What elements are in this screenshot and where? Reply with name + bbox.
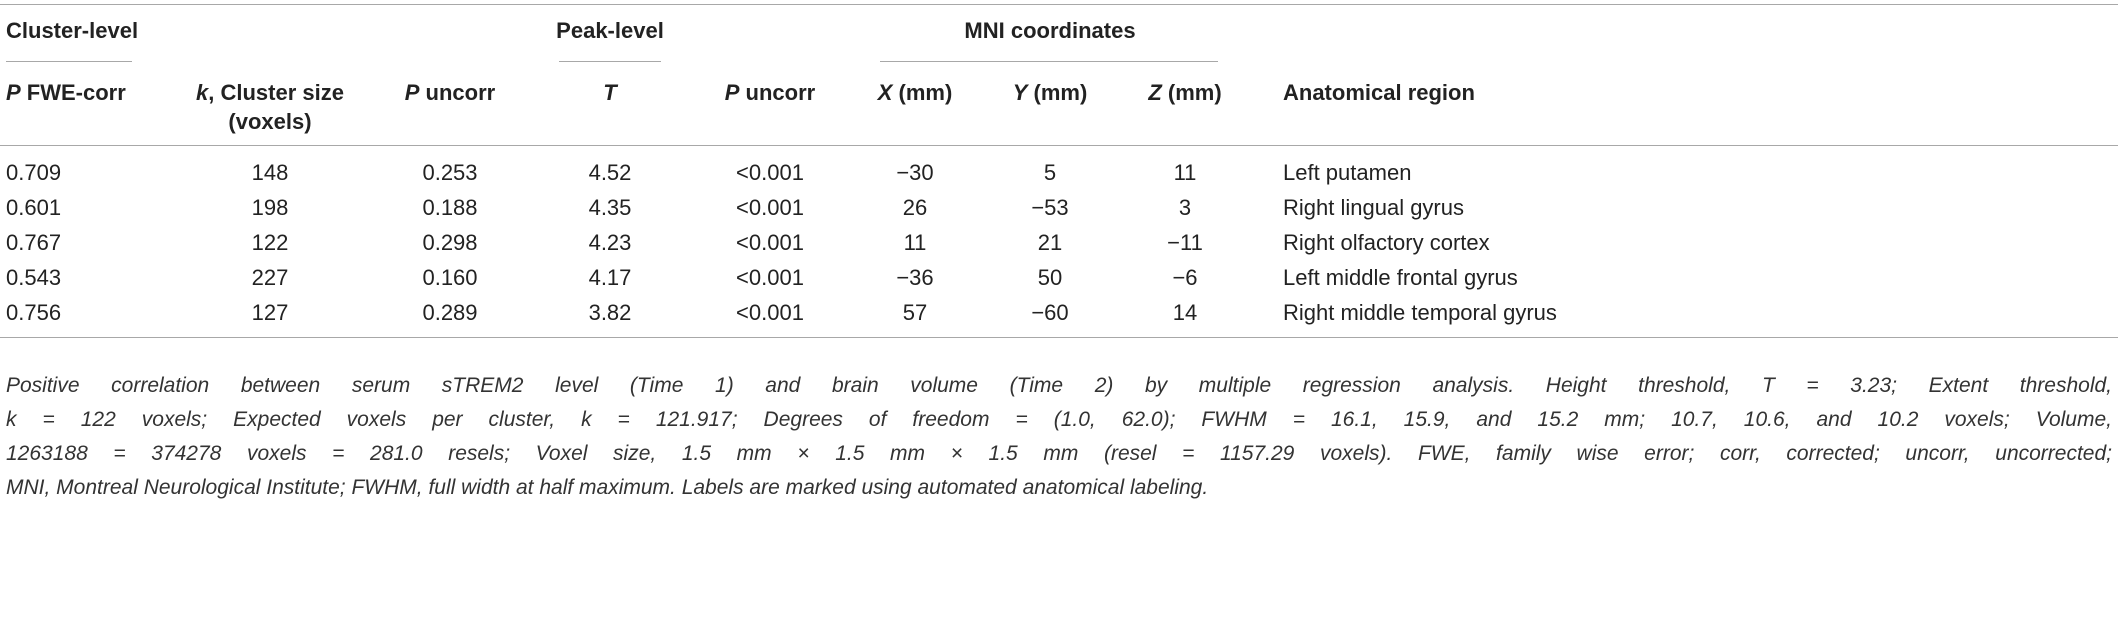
cell-p-uncorr-peak: <0.001 [736, 230, 804, 255]
cell-cluster-size: 198 [251, 195, 289, 220]
cell-p-uncorr-peak: <0.001 [736, 265, 804, 290]
col-header-p-uncorr-peak: P uncorr [724, 80, 816, 105]
cell-region: Left putamen [1283, 160, 1412, 185]
caption-line: k = 122 voxels; Expected voxels per clus… [6, 408, 2112, 431]
cell-x: 57 [902, 300, 928, 325]
cell-z: 3 [1178, 195, 1192, 220]
group-header-peak-level: Peak-level [556, 18, 664, 43]
cell-y: −53 [1031, 195, 1069, 220]
table-bottom-rule [0, 337, 2118, 338]
cell-y: 50 [1037, 265, 1063, 290]
cell-z: −6 [1172, 265, 1198, 290]
cell-x: −36 [896, 265, 934, 290]
peak-level-underline [559, 61, 661, 62]
header-bottom-rule [0, 145, 2118, 146]
cell-p-fwe: 0.767 [6, 230, 62, 255]
cell-p-uncorr-peak: <0.001 [736, 160, 804, 185]
cell-cluster-size: 122 [251, 230, 289, 255]
cell-z: 14 [1172, 300, 1198, 325]
col-header-anatomical-region: Anatomical region [1283, 80, 1475, 105]
col-header-x-mm: X (mm) [877, 80, 953, 105]
cell-t: 4.17 [588, 265, 632, 290]
cell-y: 5 [1043, 160, 1057, 185]
col-header-z-mm: Z (mm) [1148, 80, 1222, 105]
cell-p-fwe: 0.543 [6, 265, 62, 290]
cell-p-uncorr-cluster: 0.188 [422, 195, 478, 220]
col-header-p-fwe-corr: P FWE-corr [6, 80, 126, 105]
cell-p-fwe: 0.709 [6, 160, 62, 185]
cell-y: −60 [1031, 300, 1069, 325]
cell-cluster-size: 127 [251, 300, 289, 325]
cell-p-uncorr-peak: <0.001 [736, 300, 804, 325]
cell-p-uncorr-peak: <0.001 [736, 195, 804, 220]
cell-p-uncorr-cluster: 0.160 [422, 265, 478, 290]
cell-x: 26 [902, 195, 928, 220]
cell-z: −11 [1167, 230, 1203, 255]
cell-y: 21 [1037, 230, 1063, 255]
cell-x: −30 [896, 160, 934, 185]
cell-region: Right olfactory cortex [1283, 230, 1490, 255]
cell-cluster-size: 227 [251, 265, 289, 290]
cell-z: 11 [1173, 160, 1197, 185]
col-header-t: T [603, 80, 617, 105]
cell-p-uncorr-cluster: 0.298 [422, 230, 478, 255]
cell-t: 3.82 [588, 300, 632, 325]
cell-region: Left middle frontal gyrus [1283, 265, 1518, 290]
cell-cluster-size: 148 [251, 160, 289, 185]
mni-coordinates-underline [880, 61, 1218, 62]
cell-t: 4.52 [588, 160, 632, 185]
cell-x: 11 [903, 230, 927, 255]
cell-t: 4.23 [588, 230, 632, 255]
cell-p-uncorr-cluster: 0.289 [422, 300, 478, 325]
col-header-y-mm: Y (mm) [1012, 80, 1088, 105]
group-header-cluster-level: Cluster-level [6, 18, 139, 43]
cell-region: Right middle temporal gyrus [1283, 300, 1557, 325]
cluster-level-underline [6, 61, 132, 62]
caption-line: 1263188 = 374278 voxels = 281.0 resels; … [6, 442, 2112, 465]
col-header-p-uncorr-cluster: P uncorr [404, 80, 496, 105]
table-top-rule [0, 4, 2118, 5]
caption-line: Positive correlation between serum sTREM… [6, 374, 2112, 397]
cell-p-fwe: 0.601 [6, 195, 62, 220]
cell-region: Right lingual gyrus [1283, 195, 1464, 220]
cell-t: 4.35 [588, 195, 632, 220]
col-header-cluster-size: k, Cluster size (voxels) [196, 80, 344, 134]
table-caption: Positive correlation between serum sTREM… [6, 369, 2112, 505]
cell-p-fwe: 0.756 [6, 300, 62, 325]
caption-line: MNI, Montreal Neurological Institute; FW… [6, 476, 1209, 499]
cell-p-uncorr-cluster: 0.253 [422, 160, 478, 185]
group-header-mni-coordinates: MNI coordinates [964, 18, 1136, 43]
